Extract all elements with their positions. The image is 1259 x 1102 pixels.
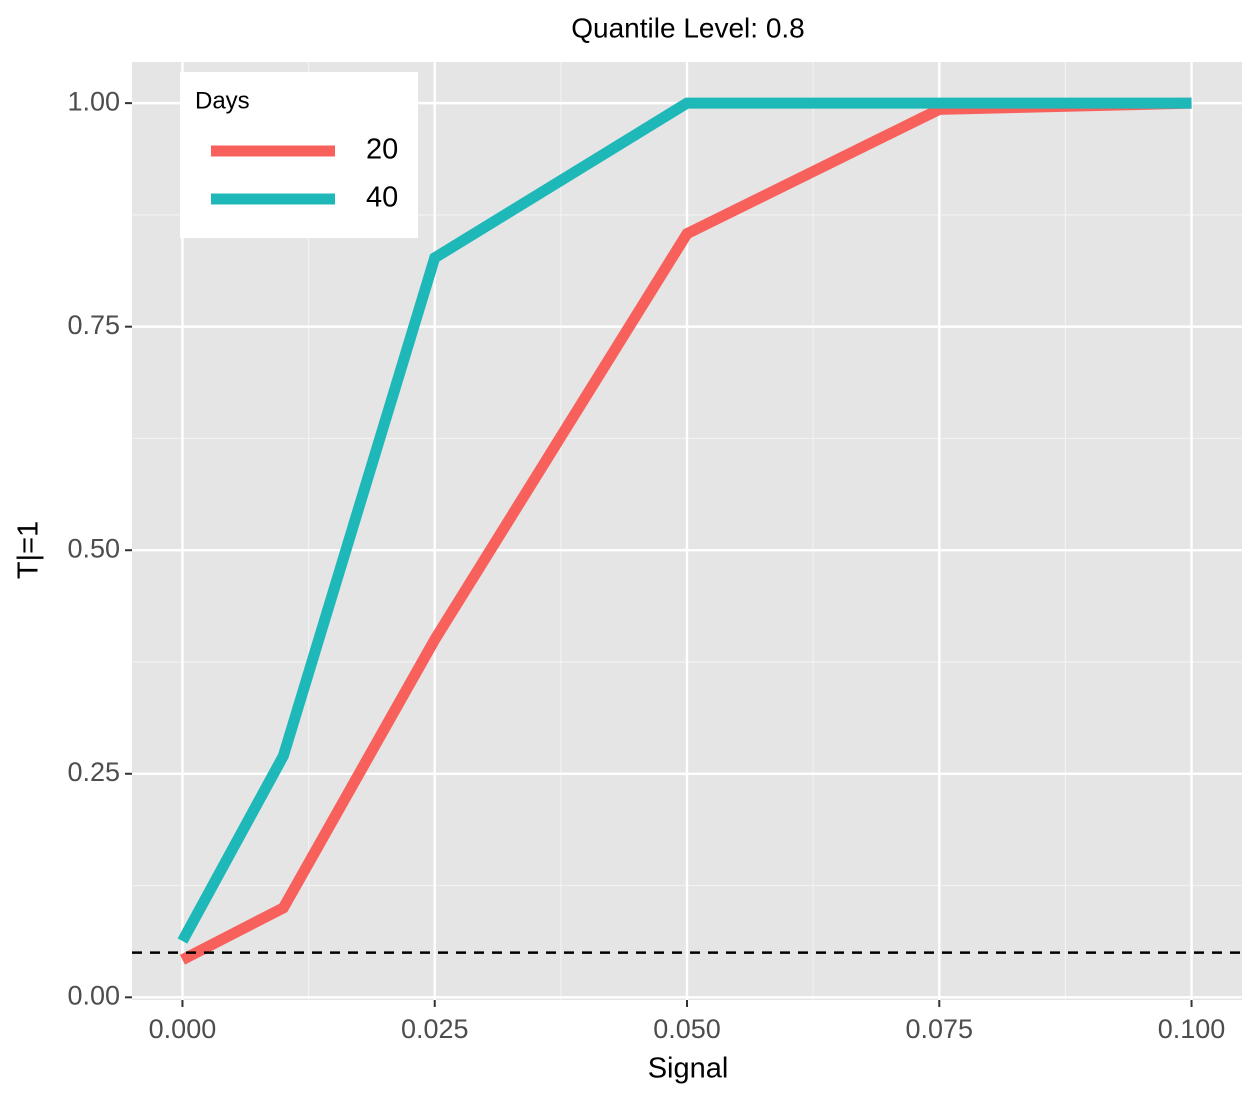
legend-label: 40 [366,182,398,214]
lines [132,97,1242,965]
y-tick-label: 0.75 [67,310,120,340]
x-tick-label: 0.025 [401,1014,469,1044]
y-tick-label: 0.00 [67,980,120,1010]
y-tick-label: 1.00 [67,86,120,116]
x-axis-label: Signal [648,1053,729,1085]
x-tick-label: 0.000 [149,1014,217,1044]
legend-label: 20 [366,134,398,166]
y-tick-label: 0.50 [67,533,120,563]
legend: Days 20 40 [180,72,418,238]
series-line [177,97,1192,944]
chart-title: Quantile Level: 0.8 [571,12,805,43]
x-tick-label: 0.075 [905,1014,973,1044]
x-tick-label: 0.100 [1158,1014,1226,1044]
x-tick-label: 0.050 [653,1014,721,1044]
y-axis-label: T|=1 [13,521,45,579]
legend-title: Days [195,87,250,114]
y-tick-label: 0.25 [67,757,120,787]
